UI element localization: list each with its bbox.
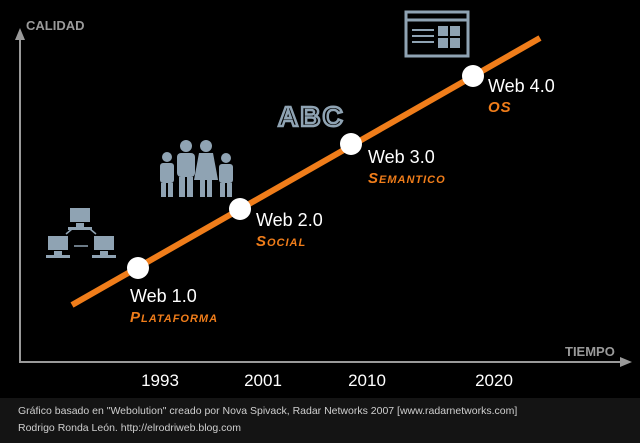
window-icon (404, 10, 470, 58)
x-axis-label: TIEMPO (565, 344, 615, 359)
network-icon (46, 208, 116, 258)
year-label: 2010 (348, 371, 386, 390)
milestone-label: Web 3.0 (368, 147, 435, 167)
y-axis-label: CALIDAD (26, 18, 85, 33)
milestone-dot (340, 133, 362, 155)
milestones: Web 1.0 Plataforma Web 2.0 Social Web 3.0 Sem… (127, 65, 555, 326)
milestone-label: Web 1.0 (130, 286, 197, 306)
milestone-subtitle: Social (256, 233, 306, 250)
years: 1993 2001 2010 2020 (141, 371, 513, 390)
x-arrow (620, 357, 632, 367)
caption-line: Gráfico basado en "Webolution" creado po… (18, 405, 517, 417)
year-label: 2001 (244, 371, 282, 390)
year-label: 2020 (475, 371, 513, 390)
milestone-subtitle: Plataforma (130, 309, 218, 326)
abc-icon: ABC (278, 101, 345, 132)
trend-line (70, 35, 542, 308)
caption-band (0, 398, 640, 443)
year-label: 1993 (141, 371, 179, 390)
milestone-dot (462, 65, 484, 87)
milestone-dot (229, 198, 251, 220)
caption-line: Rodrigo Ronda León. http://elrodriweb.bl… (18, 422, 241, 434)
milestone-label: Web 2.0 (256, 210, 323, 230)
milestone-subtitle: Semantico (368, 170, 446, 187)
y-arrow (15, 28, 25, 40)
milestone-subtitle: OS (488, 99, 512, 116)
milestone-dot (127, 257, 149, 279)
milestone-label: Web 4.0 (488, 76, 555, 96)
people-icon (160, 140, 233, 197)
